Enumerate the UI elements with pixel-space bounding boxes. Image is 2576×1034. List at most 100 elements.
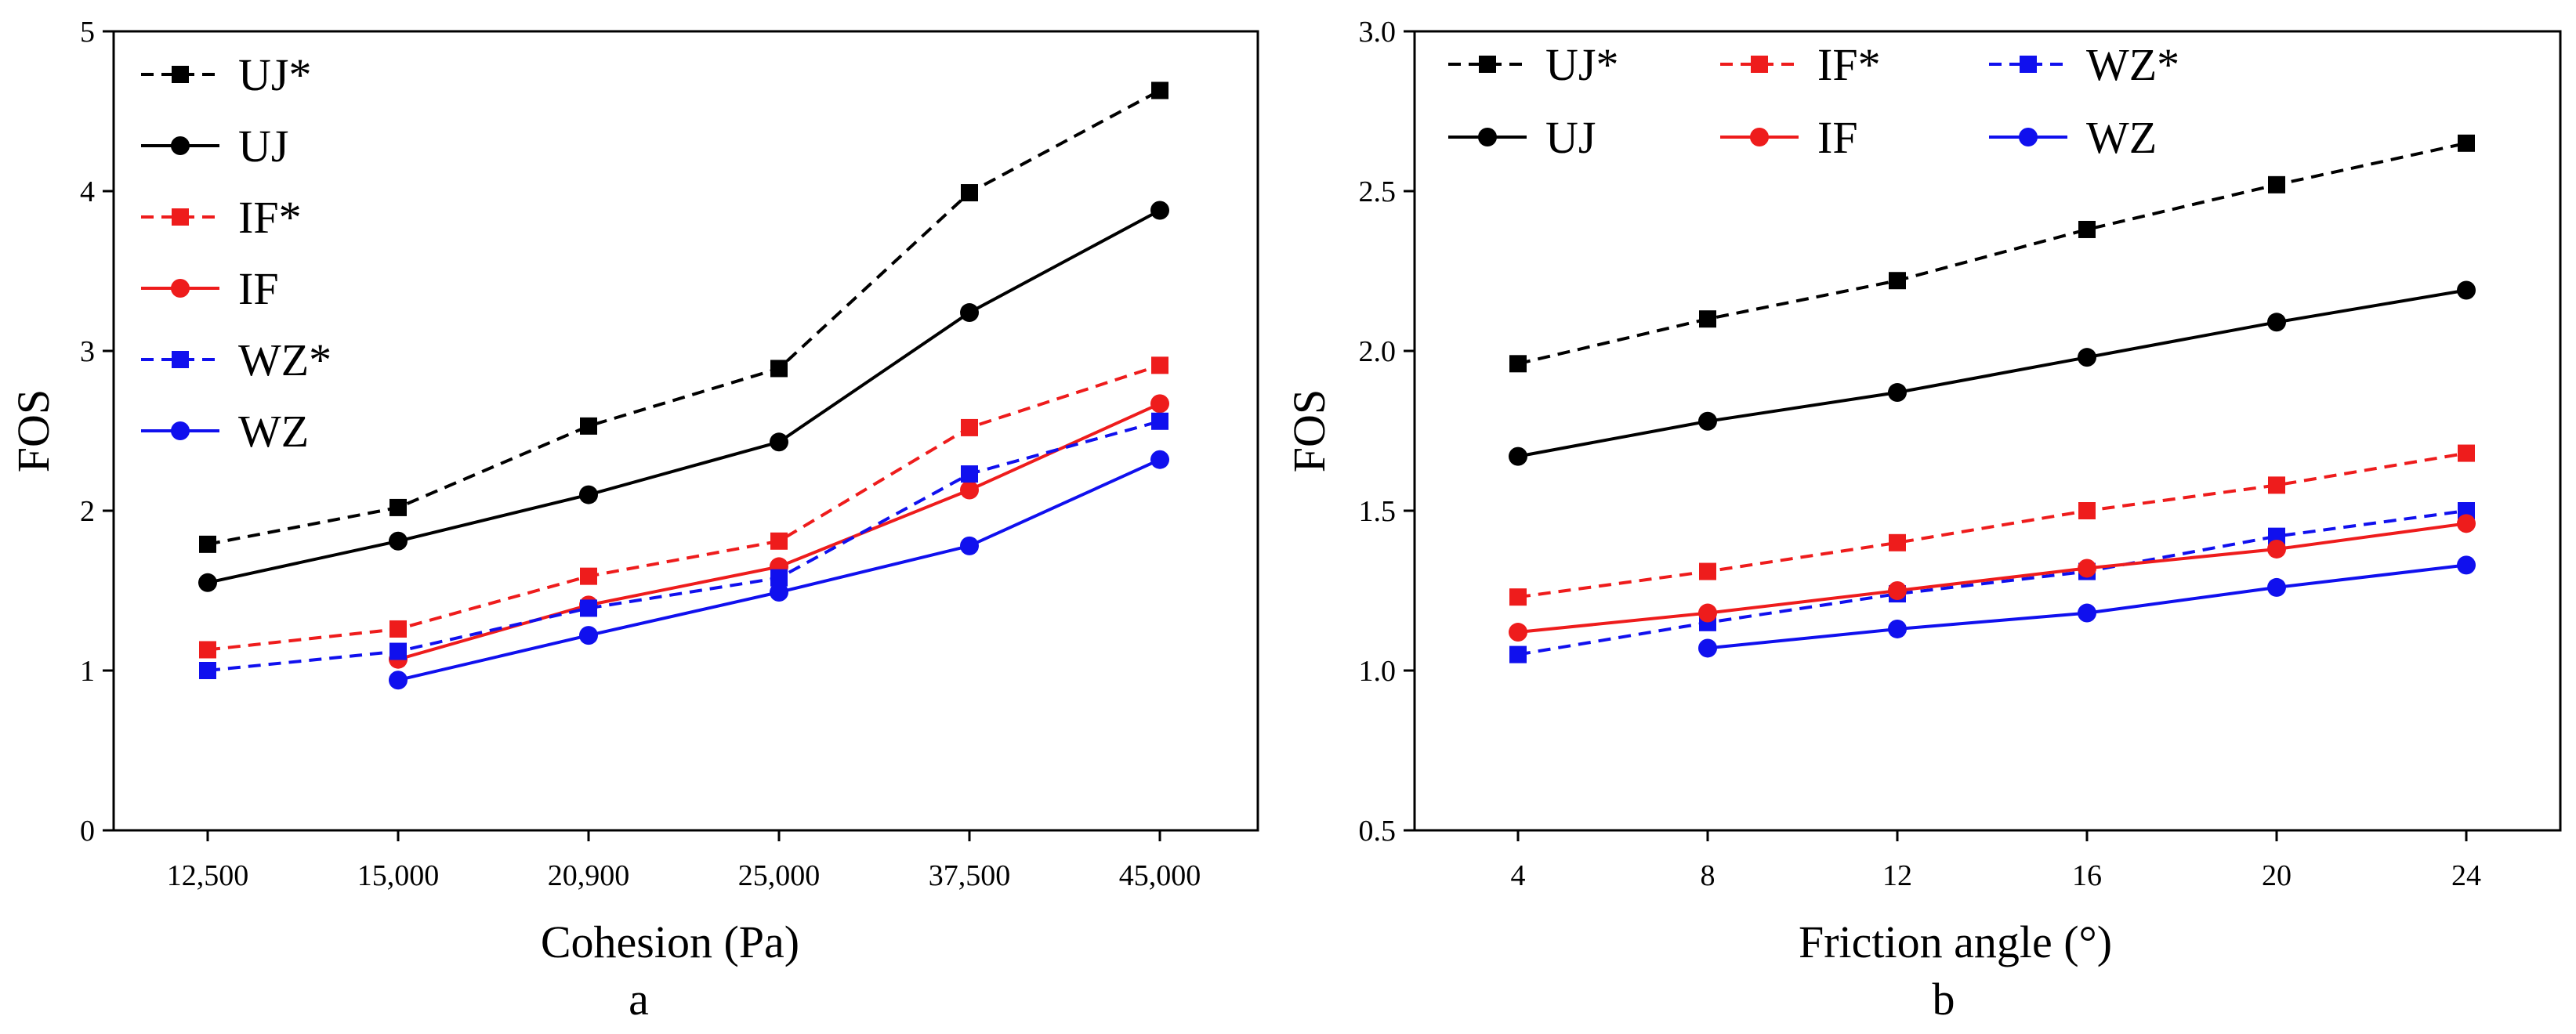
y-axis-title-a: FOS <box>8 389 59 472</box>
series-line <box>1517 141 2467 366</box>
chart-friction-angle: 0.51.01.52.02.53.0 4 8 12 16 20 24 UJ* IF* WZ*U… <box>1284 16 2562 1025</box>
legend-marker <box>172 208 189 226</box>
y-tick-label: 1.5 <box>1359 495 1397 528</box>
legend-entry: WZ* <box>141 334 332 385</box>
legend-entry: UJ <box>1448 112 1596 163</box>
series-if-star-b <box>1509 444 2475 606</box>
x-ticks-a: 12,500 15,000 20,900 25,000 37,500 45,000 <box>167 830 1201 892</box>
data-point <box>1699 562 1716 580</box>
data-point <box>960 303 979 323</box>
data-point <box>1151 356 1168 374</box>
data-point <box>961 184 978 202</box>
x-tick-label: 20,900 <box>548 859 630 892</box>
y-axis-title-b: FOS <box>1284 389 1335 472</box>
x-tick-label: 25,000 <box>738 859 821 892</box>
data-point <box>198 573 217 592</box>
legend-marker <box>171 136 190 155</box>
x-ticks-b: 4 8 12 16 20 24 <box>1511 830 2481 892</box>
legend-entry: UJ* <box>1448 39 1618 90</box>
legend-marker <box>1751 56 1768 73</box>
legend-b: UJ* IF* WZ* UJ IF WZ <box>1448 39 2179 163</box>
series-wz-star-a <box>199 412 1168 679</box>
data-point <box>2457 280 2476 300</box>
y-tick-label: 2.0 <box>1359 335 1397 368</box>
data-point <box>389 642 407 660</box>
data-point <box>2267 313 2286 332</box>
legend-entry: WZ <box>141 406 309 457</box>
y-tick-label: 4 <box>80 175 95 208</box>
legend-marker <box>1478 128 1497 146</box>
data-point <box>579 485 598 504</box>
legend-label: UJ* <box>1545 39 1618 90</box>
data-point <box>1888 383 1907 403</box>
y-tick-label: 0 <box>80 815 95 848</box>
series-if-b <box>1509 514 2476 642</box>
data-point <box>1151 81 1168 99</box>
y-ticks-b: 0.5 1.0 1.5 2.0 2.5 3.0 <box>1359 16 1415 848</box>
legend-label: UJ* <box>238 49 311 100</box>
legend-label: IF* <box>1817 39 1881 90</box>
legend-label: IF <box>238 263 279 314</box>
data-point <box>2078 220 2096 238</box>
legend-label: IF* <box>238 192 302 243</box>
y-tick-label: 2 <box>80 495 95 528</box>
data-point <box>1698 638 1717 658</box>
legend-label: WZ* <box>2086 39 2179 90</box>
series-wz-b <box>1698 555 2476 658</box>
data-point <box>1509 588 1527 606</box>
legend-entry: IF* <box>141 192 302 243</box>
data-point <box>2458 444 2475 462</box>
legend-marker <box>1479 56 1496 73</box>
data-point <box>199 535 216 553</box>
series-uj-a <box>198 201 1169 592</box>
data-point <box>1150 394 1169 414</box>
y-tick-label: 2.5 <box>1359 175 1397 208</box>
data-point <box>2078 502 2096 519</box>
data-point <box>1150 201 1169 220</box>
series-line <box>207 208 1161 584</box>
data-point <box>2268 476 2285 494</box>
data-point <box>2457 514 2476 533</box>
panel-label-b: b <box>1933 974 1955 1025</box>
data-point <box>770 569 788 587</box>
data-point <box>770 432 788 452</box>
data-point <box>1150 450 1169 469</box>
y-tick-label: 0.5 <box>1359 815 1397 848</box>
x-axis-title-b: Friction angle (°) <box>1799 916 2112 967</box>
series-line <box>207 89 1161 546</box>
data-point <box>580 417 597 435</box>
data-point <box>1699 310 1716 328</box>
plot-area-a <box>112 30 1259 832</box>
legend-label: IF <box>1817 112 1858 163</box>
data-point <box>961 418 978 436</box>
plot-area-b <box>1413 30 2562 832</box>
x-tick-label: 15,000 <box>357 859 440 892</box>
data-point <box>2267 577 2286 597</box>
data-point <box>1889 272 1906 290</box>
series-line <box>1517 288 2467 458</box>
data-point <box>580 567 597 585</box>
data-point <box>2078 603 2096 623</box>
legend-label: WZ* <box>238 334 332 385</box>
series-line <box>1517 451 2467 599</box>
legend-entry: UJ* <box>141 49 311 100</box>
x-tick-label: 37,500 <box>929 859 1011 892</box>
data-point <box>960 480 979 500</box>
panel-label-a: a <box>629 974 649 1025</box>
series-line <box>1517 522 2467 634</box>
legend-label: WZ <box>238 406 309 457</box>
data-point <box>2267 539 2286 559</box>
data-point <box>389 498 407 516</box>
legend-entry: IF <box>1720 112 1858 163</box>
series-wz-a <box>389 450 1169 690</box>
legend-label: WZ <box>2086 112 2157 163</box>
data-point <box>2458 502 2475 519</box>
x-tick-label: 4 <box>1511 859 1526 892</box>
legend-entry: UJ <box>141 121 288 172</box>
data-point <box>1698 603 1717 623</box>
y-tick-label: 1.0 <box>1359 655 1397 688</box>
x-tick-label: 12 <box>1882 859 1912 892</box>
legend-marker <box>2019 128 2038 146</box>
data-point <box>770 360 788 378</box>
data-point <box>389 531 408 551</box>
